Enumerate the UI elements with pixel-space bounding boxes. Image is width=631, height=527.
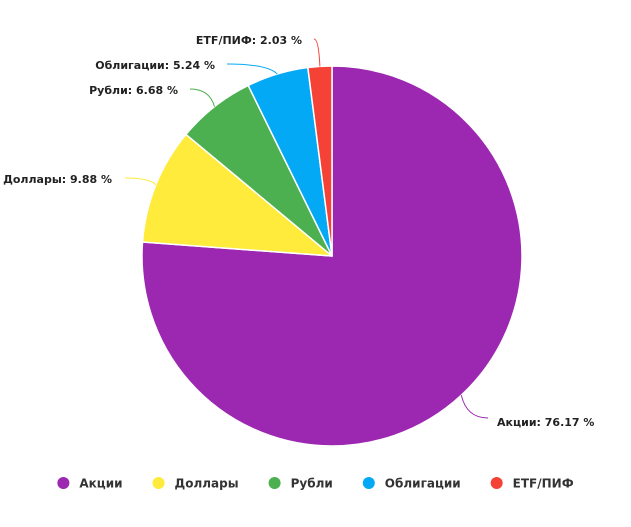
legend-marker-акции bbox=[57, 477, 70, 489]
connector-акции bbox=[460, 395, 489, 419]
connector-etf-пиф bbox=[313, 38, 321, 67]
legend-marker-etf-пиф bbox=[490, 477, 503, 489]
legend-item-акции[interactable]: Акции bbox=[57, 477, 123, 491]
data-label-акции: Акции: 76.17 % bbox=[497, 416, 594, 429]
connector-облигации bbox=[226, 63, 278, 75]
legend-marker-облигации bbox=[362, 477, 375, 489]
data-label-etf-пиф: ETF/ПИФ: 2.03 % bbox=[196, 34, 302, 47]
legend-label-доллары: Доллары bbox=[175, 477, 239, 491]
legend-marker-рубли bbox=[268, 477, 281, 489]
label-connectors bbox=[124, 38, 489, 419]
connector-доллары bbox=[124, 177, 157, 186]
pie-slice-доллары[interactable] bbox=[141, 133, 333, 257]
legend-label-облигации: Облигации bbox=[385, 477, 461, 491]
data-label-рубли: Рубли: 6.68 % bbox=[89, 84, 178, 97]
data-labels: Акции: 76.17 % Доллары: 9.88 % Рубли: 6.68… bbox=[3, 34, 594, 429]
legend-item-etf-пиф[interactable]: ETF/ПИФ bbox=[490, 477, 574, 491]
data-label-доллары: Доллары: 9.88 % bbox=[3, 173, 112, 186]
legend-item-облигации[interactable]: Облигации bbox=[362, 477, 461, 491]
legend-item-рубли[interactable]: Рубли bbox=[268, 477, 333, 491]
legend-label-рубли: Рубли bbox=[291, 477, 333, 491]
legend-marker-доллары bbox=[152, 477, 165, 489]
legend-label-акции: Акции bbox=[79, 477, 122, 491]
legend-item-доллары[interactable]: Доллары bbox=[152, 477, 239, 491]
connector-рубли bbox=[189, 88, 215, 107]
legend: Акции Доллары Рубли Облигации ETF/ПИФ bbox=[57, 477, 574, 491]
pie-slices bbox=[141, 65, 523, 447]
data-label-облигации: Облигации: 5.24 % bbox=[95, 59, 215, 72]
legend-label-etf-пиф: ETF/ПИФ bbox=[513, 477, 574, 491]
